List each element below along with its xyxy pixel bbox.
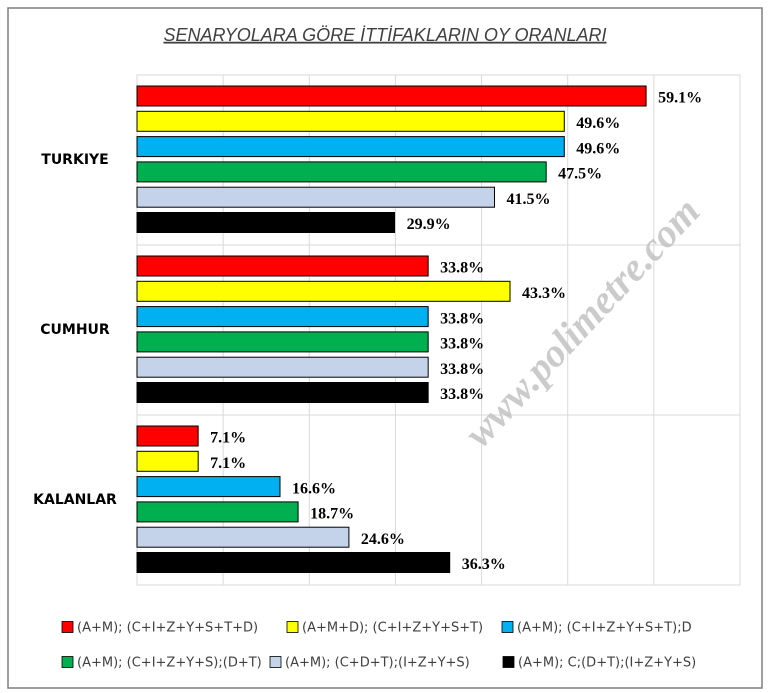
y-tick-label: CUMHUR: [40, 322, 110, 338]
data-label: 33.8%: [440, 310, 484, 327]
legend-label: (A+M); (C+I+Z+Y+S+T);D: [517, 621, 692, 636]
bar: [136, 255, 429, 277]
data-label: 33.8%: [440, 361, 484, 378]
bar: [136, 212, 396, 233]
data-label: 16.6%: [292, 480, 336, 497]
legend-swatch: [269, 656, 282, 668]
data-label: 59.1%: [658, 90, 702, 107]
data-label: 33.8%: [440, 386, 484, 403]
data-label: 33.8%: [440, 336, 484, 353]
bar: [136, 425, 199, 447]
data-label: 47.5%: [558, 166, 602, 183]
data-label: 18.7%: [310, 506, 354, 523]
legend-swatch: [61, 621, 74, 633]
bar: [136, 501, 299, 523]
y-tick-label: TURKIYE: [41, 152, 108, 168]
data-label: 24.6%: [361, 531, 405, 548]
bar: [136, 331, 429, 353]
bar: [136, 186, 495, 208]
legend-label: (A+M+D); (C+I+Z+Y+S+T): [302, 621, 483, 636]
bar: [136, 85, 647, 107]
data-label: 7.1%: [210, 430, 246, 447]
bar: [136, 450, 199, 472]
legend-swatch: [502, 656, 515, 668]
bar: [136, 382, 429, 403]
bar: [136, 161, 547, 183]
bar: [136, 136, 565, 158]
plot-frame: [136, 74, 741, 586]
data-label: 7.1%: [210, 455, 246, 472]
chart-title: SENARYOLARA GÖRE İTTİFAKLARIN OY ORANLAR…: [163, 25, 606, 45]
bar: [136, 306, 429, 328]
legend-label: (A+M); (C+I+Z+Y+S+T+D): [77, 621, 258, 636]
data-label: 49.6%: [576, 115, 620, 132]
legend-swatch: [501, 621, 514, 633]
bar: [136, 552, 451, 573]
data-label: 29.9%: [407, 216, 451, 233]
legend-swatch: [286, 621, 299, 633]
bar: [136, 476, 281, 498]
bar: [136, 526, 350, 548]
bar: [136, 280, 511, 302]
data-label: 36.3%: [462, 556, 506, 573]
legend-label: (A+M); C;(D+T);(I+Z+Y+S): [518, 656, 696, 671]
data-label: 41.5%: [506, 191, 550, 208]
bar: [136, 356, 429, 378]
data-label: 43.3%: [522, 285, 566, 302]
legend-label: (A+M); (C+D+T);(I+Z+Y+S): [285, 656, 470, 671]
legend-label: (A+M); (C+I+Z+Y+S);(D+T): [77, 656, 262, 671]
data-label: 33.8%: [440, 260, 484, 277]
data-label: 49.6%: [576, 140, 620, 157]
legend-swatch: [61, 656, 74, 668]
y-tick-label: KALANLAR: [33, 492, 117, 508]
bar: [136, 110, 565, 132]
